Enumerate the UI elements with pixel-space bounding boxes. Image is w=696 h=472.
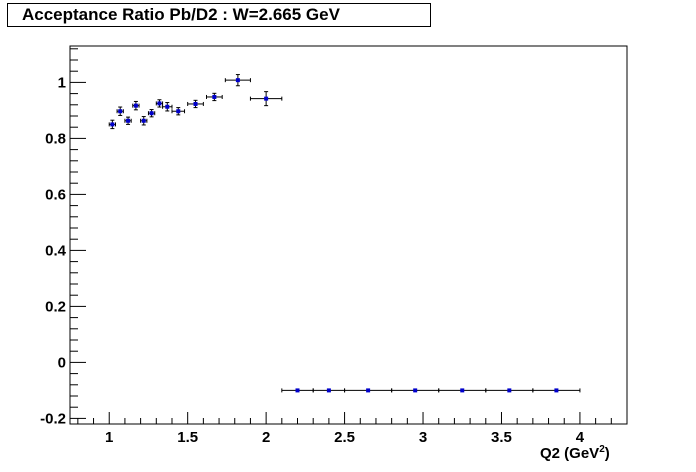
- x-tick-label: 3: [419, 429, 427, 446]
- x-tick-label: 1.5: [177, 429, 198, 446]
- x-tick-label: 4: [576, 429, 585, 446]
- data-point: [155, 99, 164, 108]
- data-point: [147, 109, 156, 118]
- plot-frame: [69, 45, 628, 425]
- data-point: [132, 100, 140, 111]
- data-marker: [212, 94, 217, 99]
- axis-tick-labels: 1 1.5 2 2.5 3 3.5 4 -0.2 0 0.2 0.4 0.6 0.8 1: [40, 74, 585, 446]
- data-point: [187, 99, 204, 109]
- data-point: [224, 74, 251, 87]
- x-axis-label-close: ): [604, 445, 610, 462]
- data-marker: [157, 101, 162, 106]
- x-tick-label: 2.5: [334, 429, 355, 446]
- data-point: [116, 106, 124, 116]
- data-point: [391, 388, 440, 393]
- data-marker: [326, 388, 331, 393]
- data-point: [108, 119, 117, 130]
- x-tick-label: 3.5: [491, 429, 512, 446]
- data-point: [249, 91, 283, 107]
- data-point: [532, 388, 581, 393]
- data-marker: [165, 104, 170, 109]
- x-tick-label: 2: [262, 429, 270, 446]
- data-marker: [235, 78, 240, 83]
- data-marker: [118, 109, 123, 114]
- data-point: [162, 102, 173, 112]
- data-point: [485, 388, 534, 393]
- y-tick-label: 0: [58, 354, 66, 371]
- data-marker: [176, 109, 181, 114]
- data-point: [344, 388, 393, 393]
- data-marker: [507, 388, 512, 393]
- y-tick-label: 0.2: [45, 298, 66, 315]
- y-tick-label: -0.2: [40, 410, 66, 427]
- data-point: [312, 388, 346, 393]
- data-points: [108, 74, 581, 393]
- x-axis-label-sup: 2: [599, 444, 605, 455]
- data-marker: [141, 118, 146, 123]
- chart-title: Acceptance Ratio Pb/D2 : W=2.665 GeV: [7, 3, 431, 27]
- x-tick-label: 1: [105, 429, 113, 446]
- data-point: [206, 92, 223, 102]
- y-tick-label: 0.4: [45, 242, 67, 259]
- data-marker: [133, 103, 138, 108]
- data-marker: [413, 388, 418, 393]
- x-axis-label: Q2 (GeV2): [540, 444, 610, 462]
- data-marker: [264, 96, 269, 101]
- data-point: [438, 388, 487, 393]
- y-tick-label: 0.8: [45, 130, 66, 147]
- data-point: [171, 107, 186, 116]
- data-marker: [149, 111, 154, 116]
- data-marker: [193, 101, 198, 106]
- axis-ticks: [70, 48, 628, 424]
- y-tick-label: 1: [58, 74, 66, 91]
- data-marker: [295, 388, 300, 393]
- data-point: [140, 116, 148, 126]
- data-marker: [554, 388, 559, 393]
- x-axis-label-main: Q2 (GeV: [540, 445, 600, 462]
- data-marker: [110, 122, 115, 127]
- y-tick-label: 0.6: [45, 186, 66, 203]
- data-marker: [366, 388, 371, 393]
- data-marker: [126, 118, 131, 123]
- data-point: [281, 388, 314, 393]
- data-point: [124, 116, 132, 125]
- data-marker: [460, 388, 465, 393]
